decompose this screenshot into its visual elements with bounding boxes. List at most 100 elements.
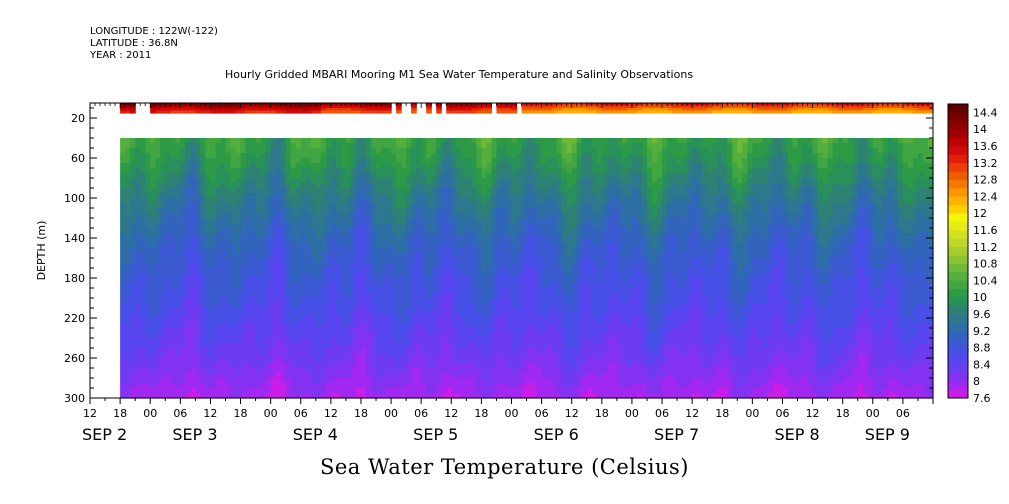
heatmap-cell: [506, 278, 513, 284]
heatmap-cell: [315, 248, 322, 254]
heatmap-cell: [566, 153, 573, 159]
heatmap-cell: [391, 328, 397, 334]
heatmap-cell: [255, 343, 262, 349]
heatmap-cell: [155, 248, 161, 254]
heatmap-cell: [396, 328, 402, 334]
heatmap-cell: [220, 388, 227, 394]
heatmap-cell: [476, 358, 482, 364]
heatmap-cell: [125, 148, 131, 154]
heatmap-cell: [511, 208, 518, 214]
heatmap-cell: [145, 308, 151, 314]
heatmap-cell: [290, 148, 297, 154]
heatmap-cell: [441, 153, 447, 159]
heatmap-cell: [215, 268, 222, 274]
heatmap-cell: [245, 193, 252, 199]
heatmap-cell: [230, 318, 237, 324]
heatmap-cell: [130, 158, 136, 164]
heatmap-cell: [466, 208, 472, 214]
heatmap-cell: [135, 158, 141, 164]
heatmap-cell: [140, 288, 146, 294]
heatmap-cell: [421, 358, 427, 364]
heatmap-cell: [365, 258, 372, 264]
heatmap-cell: [531, 333, 538, 339]
heatmap-cell: [456, 238, 462, 244]
heatmap-cell: [350, 168, 357, 174]
heatmap-cell: [496, 158, 503, 164]
heatmap-cell: [210, 188, 217, 194]
heatmap-cell: [416, 363, 422, 369]
heatmap-cell: [190, 203, 196, 209]
heatmap-cell: [335, 178, 342, 184]
heatmap-cell: [471, 273, 477, 279]
heatmap-cell: [586, 303, 593, 309]
heatmap-cell: [411, 228, 417, 234]
heatmap-cell: [360, 218, 367, 224]
heatmap-cell: [360, 248, 367, 254]
heatmap-cell: [396, 208, 402, 214]
heatmap-cell: [391, 348, 397, 354]
heatmap-cell: [546, 343, 553, 349]
heatmap-cell: [345, 313, 352, 319]
heatmap-cell: [200, 288, 207, 294]
heatmap-cell: [516, 183, 523, 189]
heatmap-cell: [170, 193, 176, 199]
heatmap-cell: [320, 323, 327, 329]
heatmap-cell: [576, 378, 583, 384]
heatmap-cell: [476, 328, 482, 334]
heatmap-cell: [155, 263, 161, 269]
heatmap-cell: [120, 388, 126, 394]
heatmap-cell: [215, 338, 222, 344]
heatmap-cell: [486, 138, 493, 144]
heatmap-cell: [295, 238, 302, 244]
heatmap-cell: [230, 253, 237, 259]
heatmap-cell: [300, 238, 307, 244]
heatmap-cell: [541, 358, 548, 364]
heatmap-cell: [320, 293, 327, 299]
heatmap-cell: [265, 138, 272, 144]
heatmap-cell: [466, 313, 472, 319]
heatmap-cell: [396, 183, 402, 189]
heatmap-cell: [446, 243, 452, 249]
heatmap-cell: [541, 143, 548, 149]
heatmap-cell: [270, 378, 277, 384]
heatmap-cell: [165, 383, 171, 389]
heatmap-cell: [576, 278, 583, 284]
heatmap-cell: [280, 338, 287, 344]
heatmap-cell: [441, 183, 447, 189]
heatmap-cell: [180, 323, 186, 329]
heatmap-cell: [571, 368, 578, 374]
heatmap-cell: [160, 253, 166, 259]
heatmap-cell: [140, 278, 146, 284]
heatmap-cell: [506, 243, 513, 249]
heatmap-cell: [180, 293, 186, 299]
heatmap-cell: [155, 393, 161, 399]
heatmap-cell: [325, 343, 332, 349]
heatmap-cell: [210, 268, 217, 274]
heatmap-cell: [155, 338, 161, 344]
heatmap-cell: [180, 303, 186, 309]
heatmap-cell: [541, 283, 548, 289]
heatmap-cell: [451, 193, 457, 199]
heatmap-cell: [250, 143, 257, 149]
heatmap-cell: [581, 143, 588, 149]
heatmap-cell: [240, 343, 247, 349]
heatmap-cell: [576, 343, 583, 349]
heatmap-cell: [345, 328, 352, 334]
heatmap-cell: [340, 388, 347, 394]
heatmap-cell: [471, 158, 477, 164]
heatmap-cell: [250, 188, 257, 194]
heatmap-cell: [130, 313, 136, 319]
heatmap-cell: [235, 243, 242, 249]
heatmap-cell: [280, 168, 287, 174]
heatmap-cell: [290, 368, 297, 374]
heatmap-cell: [506, 268, 513, 274]
heatmap-cell: [581, 363, 588, 369]
heatmap-cell: [531, 258, 538, 264]
heatmap-cell: [586, 353, 593, 359]
heatmap-cell: [521, 273, 528, 279]
heatmap-cell: [130, 308, 136, 314]
heatmap-cell: [290, 328, 297, 334]
heatmap-cell: [135, 328, 141, 334]
heatmap-cell: [170, 373, 176, 379]
heatmap-cell: [170, 143, 176, 149]
